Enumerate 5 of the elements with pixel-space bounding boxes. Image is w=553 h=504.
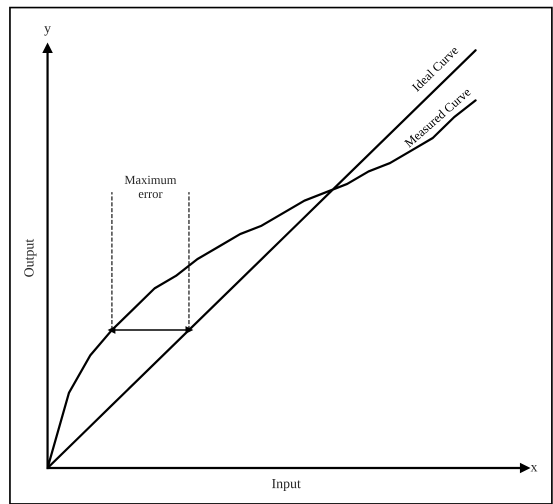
- annotation: Maximum error: [124, 176, 176, 198]
- y-axis-title: Output: [24, 238, 36, 277]
- x-axis-title: Input: [272, 478, 301, 492]
- text: x: [530, 464, 538, 472]
- text: y: [44, 26, 51, 36]
